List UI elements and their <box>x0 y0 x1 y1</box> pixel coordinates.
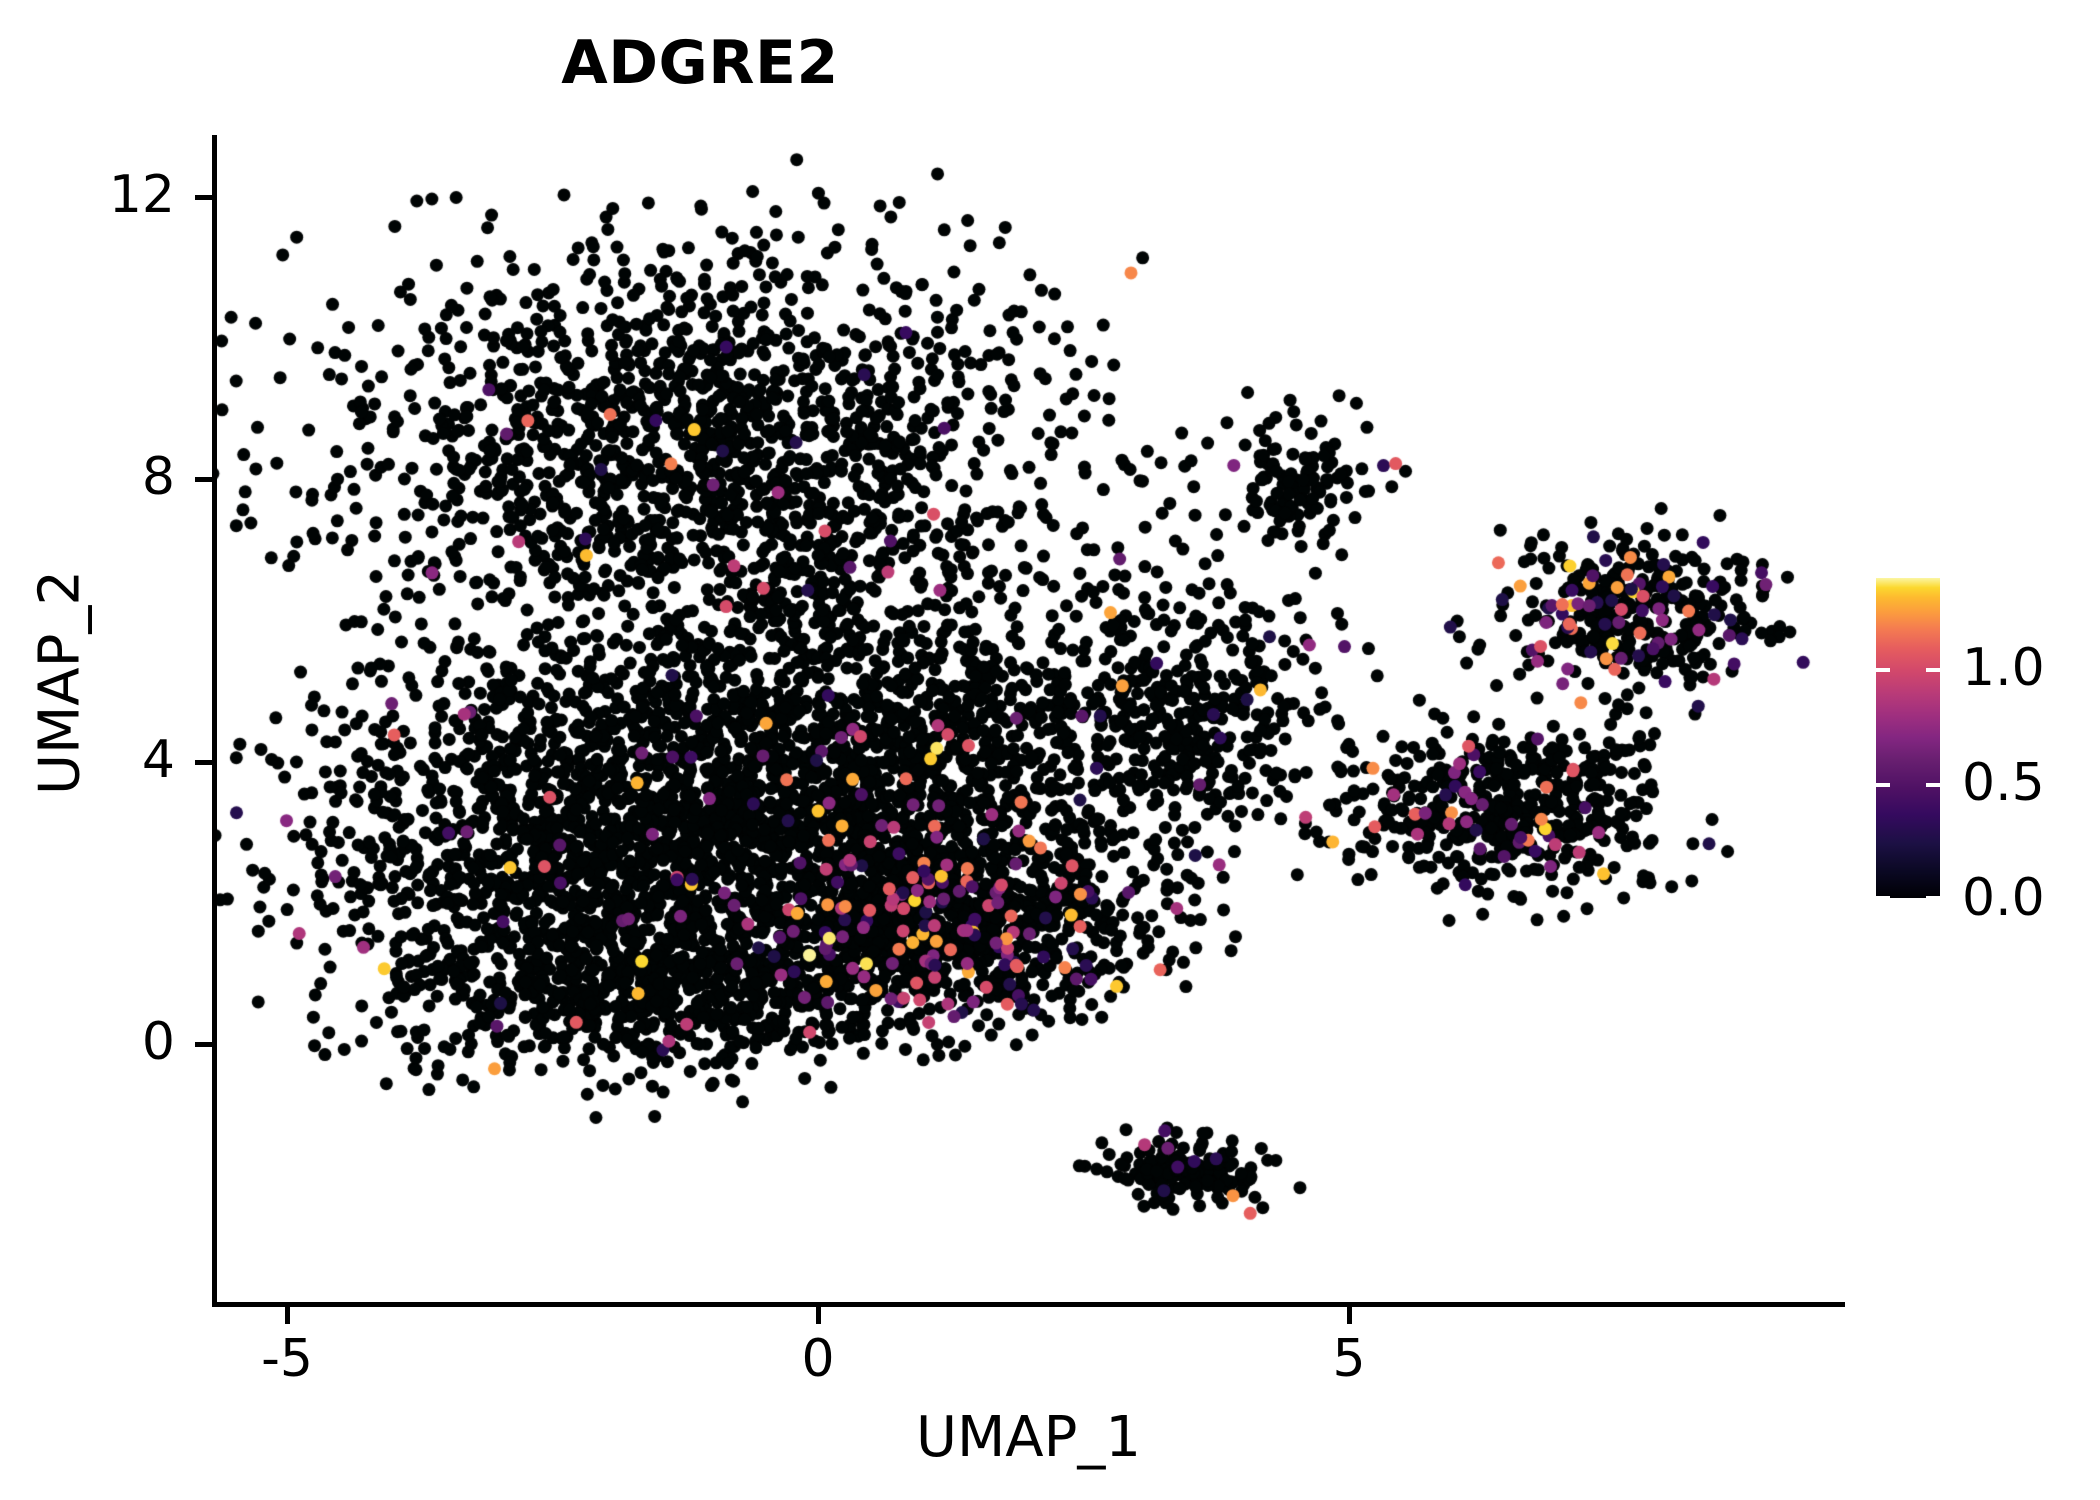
y-tick-label-4: 4 <box>141 730 175 790</box>
x-axis-label: UMAP_1 <box>915 1405 1141 1470</box>
colorbar-label-1.0: 1.0 <box>1962 638 2045 698</box>
x-tick-label-5: 5 <box>1332 1329 1366 1389</box>
y-tick-label-12: 12 <box>108 165 175 225</box>
y-tick-mark-8 <box>195 477 212 482</box>
y-tick-label-8: 8 <box>141 447 175 507</box>
y-tick-label-0: 0 <box>141 1012 175 1072</box>
x-tick-label-0: 0 <box>801 1329 835 1389</box>
x-tick-label-minus5: -5 <box>261 1329 313 1389</box>
x-tick-mark-0 <box>816 1307 821 1324</box>
x-tick-mark-5 <box>1347 1307 1352 1324</box>
y-tick-mark-0 <box>195 1042 212 1047</box>
colorbar-tick-0.5-left <box>1876 783 1890 787</box>
colorbar-tick-0.0-left <box>1876 896 1890 900</box>
colorbar-label-0.5: 0.5 <box>1962 753 2045 813</box>
colorbar-gradient <box>1876 578 1940 898</box>
scatter-plot-canvas <box>212 135 1845 1305</box>
page-title: ADGRE2 <box>561 28 839 98</box>
colorbar-tick-0.0-right <box>1926 896 1940 900</box>
colorbar-tick-1.0-right <box>1926 668 1940 672</box>
y-tick-mark-12 <box>195 195 212 200</box>
y-tick-mark-4 <box>195 760 212 765</box>
x-axis-spine <box>212 1302 1845 1307</box>
x-tick-mark-minus5 <box>285 1307 290 1324</box>
colorbar-tick-0.5-right <box>1926 783 1940 787</box>
colorbar-tick-1.0-left <box>1876 668 1890 672</box>
y-axis-label: UMAP_2 <box>27 570 93 796</box>
y-axis-spine <box>212 135 217 1307</box>
colorbar-label-0.0: 0.0 <box>1962 868 2045 928</box>
